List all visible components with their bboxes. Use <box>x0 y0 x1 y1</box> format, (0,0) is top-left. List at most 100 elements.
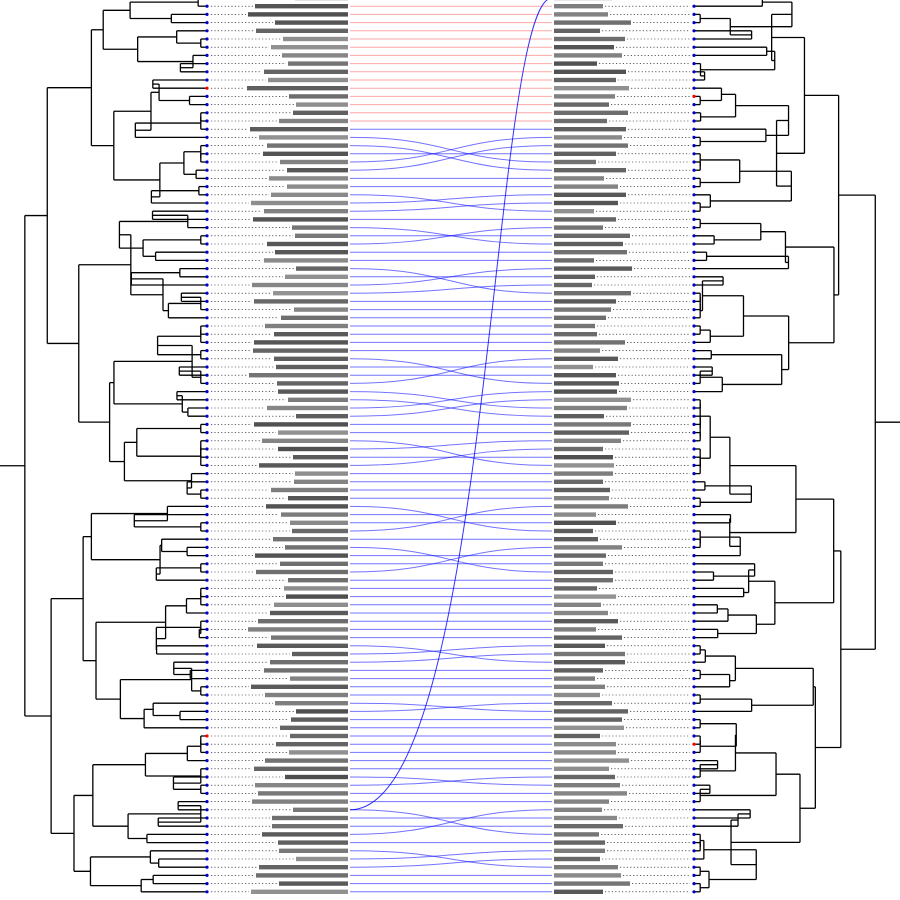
right-tip-label-mark <box>554 397 631 402</box>
left-tip-label-mark <box>275 250 348 255</box>
right-tip-label-mark <box>554 807 602 812</box>
left-tip-marker <box>205 144 209 148</box>
left-tip-label-mark <box>256 569 348 575</box>
right-tip-label-mark <box>554 758 629 763</box>
left-tip-label-mark <box>258 619 348 624</box>
left-tip-marker <box>205 570 209 574</box>
left-tip-label-mark <box>258 791 348 796</box>
left-tip-marker <box>205 447 209 451</box>
left-tip-label-mark <box>292 651 348 657</box>
left-tip-marker <box>205 562 209 566</box>
left-tip-marker <box>205 53 209 58</box>
right-tip-label-mark <box>554 192 626 197</box>
right-tip-label-mark <box>554 619 618 624</box>
left-tip-label-mark <box>247 86 348 91</box>
left-tip-marker <box>205 127 209 131</box>
left-tip-label-mark <box>271 487 348 493</box>
left-tip-marker <box>205 685 209 689</box>
right-tip-label-mark <box>554 651 625 657</box>
right-tip-marker <box>692 258 696 262</box>
right-tip-marker <box>692 890 696 894</box>
left-tip-label-mark <box>251 889 348 894</box>
right-tip-marker <box>692 316 696 320</box>
right-tip-marker <box>692 791 696 796</box>
right-tip-label-mark <box>554 94 615 99</box>
left-tip-label-mark <box>259 865 348 870</box>
left-tip-label-mark <box>270 660 348 665</box>
right-tip-marker <box>692 586 696 591</box>
right-tip-marker <box>692 127 696 131</box>
right-tip-marker <box>692 521 696 525</box>
left-tip-label-mark <box>249 373 348 378</box>
left-tip-label-mark <box>280 561 348 566</box>
right-tip-marker <box>692 636 696 640</box>
left-tip-label-mark <box>281 315 348 320</box>
right-tip-label-mark <box>554 496 609 501</box>
right-tip-marker <box>692 463 696 467</box>
left-tip-marker <box>205 480 209 484</box>
connector-line <box>349 448 553 466</box>
left-tip-marker <box>205 185 209 189</box>
left-tip-marker <box>205 783 209 787</box>
right-tip-label-mark <box>554 77 616 83</box>
left-tip-marker <box>205 513 209 517</box>
right-tip-marker <box>692 644 696 648</box>
right-tip-marker <box>692 603 696 607</box>
left-tip-label-mark <box>286 594 348 599</box>
right-tip-marker <box>692 283 696 287</box>
right-tip-label-mark <box>554 709 628 714</box>
right-tip-marker <box>692 324 696 328</box>
right-tip-marker <box>692 185 696 189</box>
right-tip-marker <box>692 275 696 279</box>
right-tip-label-mark <box>554 241 623 247</box>
left-tip-label-mark <box>255 783 348 788</box>
left-tip-label-mark <box>294 307 348 312</box>
right-tip-marker <box>692 660 696 664</box>
right-tip-label-mark <box>554 799 609 804</box>
connector-line <box>349 858 553 868</box>
left-tip-label-mark <box>278 446 348 452</box>
left-tip-label-mark <box>248 12 348 17</box>
right-tip-marker <box>692 21 696 25</box>
left-tip-label-mark <box>265 323 348 329</box>
left-tip-marker <box>205 595 209 599</box>
connector-line <box>349 809 553 835</box>
left-tip-marker <box>205 693 209 697</box>
left-tip-label-mark <box>278 389 348 394</box>
right-tip-marker <box>692 496 696 500</box>
right-tip-marker <box>692 775 696 779</box>
left-tip-label-mark <box>280 159 348 165</box>
right-tip-label-mark <box>554 578 613 583</box>
left-tip-marker <box>205 800 209 804</box>
left-tip-marker <box>205 824 209 828</box>
right-tip-marker <box>692 308 696 312</box>
left-tip-marker <box>205 406 209 410</box>
left-tip-marker <box>205 176 209 180</box>
right-tip-marker <box>692 299 696 303</box>
left-tip-marker <box>205 619 209 623</box>
right-tip-label-mark <box>554 323 595 329</box>
right-tip-label-mark <box>554 381 619 386</box>
left-tip-label-mark <box>281 512 348 517</box>
left-tip-label-mark <box>253 348 348 353</box>
left-tip-label-mark <box>277 381 348 386</box>
connector-line <box>349 268 553 286</box>
right-tip-label-mark <box>554 487 610 493</box>
right-tip-marker <box>692 135 696 139</box>
left-tip-label-mark <box>269 176 348 181</box>
right-tip-marker <box>692 652 696 656</box>
right-tip-marker <box>692 357 696 361</box>
right-tip-label-mark <box>554 889 603 894</box>
left-tip-label-mark <box>288 578 348 583</box>
left-tip-label-mark <box>296 266 348 271</box>
tip-connectors <box>349 0 553 893</box>
right-tip-label-mark <box>554 151 616 156</box>
right-tip-marker <box>692 759 696 763</box>
right-tip-label-mark <box>554 569 613 575</box>
left-tip-label-mark <box>293 110 348 115</box>
left-tip-marker <box>205 701 209 705</box>
left-tip-marker <box>205 463 209 467</box>
left-tip-marker <box>205 209 209 213</box>
left-tip-marker <box>205 677 209 681</box>
left-tip-label-mark <box>275 20 348 25</box>
